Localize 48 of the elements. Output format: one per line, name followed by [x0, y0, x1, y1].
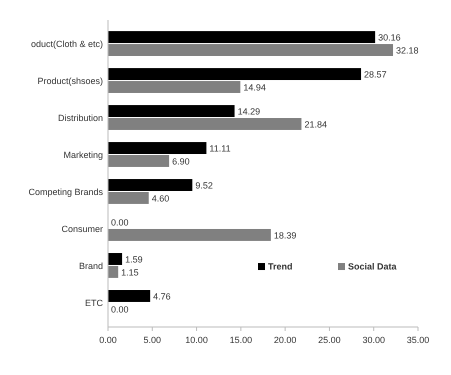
data-label: 1.15: [121, 268, 139, 278]
data-label: 4.60: [152, 194, 170, 204]
bar: [108, 155, 170, 167]
data-label: 14.94: [243, 82, 266, 93]
data-label: 18.39: [274, 230, 296, 241]
data-label: 21.84: [304, 120, 327, 130]
bar: [108, 105, 235, 118]
y-tick-label: ETC: [85, 298, 104, 308]
data-label: 9.52: [195, 180, 213, 191]
bar: [108, 68, 362, 80]
legend-label: Trend: [268, 262, 293, 272]
x-tick-label: 0.00: [99, 335, 117, 345]
x-tick-label: 10.00: [185, 335, 208, 345]
data-label: 1.59: [125, 254, 143, 265]
bar: [108, 142, 206, 154]
data-label: 6.90: [172, 156, 190, 167]
x-tick-label: 20.00: [274, 335, 296, 345]
bar: [108, 192, 149, 204]
y-tick-label: Distribution: [58, 113, 103, 124]
legend-label: Social Data: [348, 262, 398, 272]
data-label: 14.29: [238, 106, 260, 117]
bar: [108, 290, 150, 302]
bar: [108, 31, 376, 44]
data-label: 0.00: [111, 218, 129, 228]
x-tick-label: 5.00: [144, 335, 162, 345]
x-tick-label: 35.00: [406, 335, 430, 345]
y-tick-label: Consumer: [61, 224, 103, 234]
x-tick-label: 15.00: [230, 335, 252, 345]
data-label: 30.16: [378, 32, 401, 43]
data-label: 28.57: [364, 70, 387, 80]
y-tick-label: Marketing: [63, 150, 103, 160]
bar: [108, 44, 394, 56]
data-label: 0.00: [111, 304, 129, 315]
data-label: 4.76: [153, 292, 171, 302]
y-tick-label: Competing Brands: [28, 187, 104, 198]
y-tick-label: Product(shsoes): [37, 76, 103, 86]
bar: [108, 81, 240, 93]
bar: [108, 228, 271, 241]
bar: [108, 179, 192, 191]
x-tick-label: 30.00: [362, 335, 385, 345]
y-tick-label: oduct(Cloth & etc): [30, 39, 103, 50]
data-label: 11.11: [209, 144, 231, 154]
bar: [108, 118, 302, 130]
bar: [108, 266, 118, 278]
y-tick-label: Brand: [78, 261, 103, 272]
data-label: 32.18: [396, 46, 419, 56]
bar: [108, 253, 122, 265]
x-tick-label: 25.00: [318, 335, 341, 345]
